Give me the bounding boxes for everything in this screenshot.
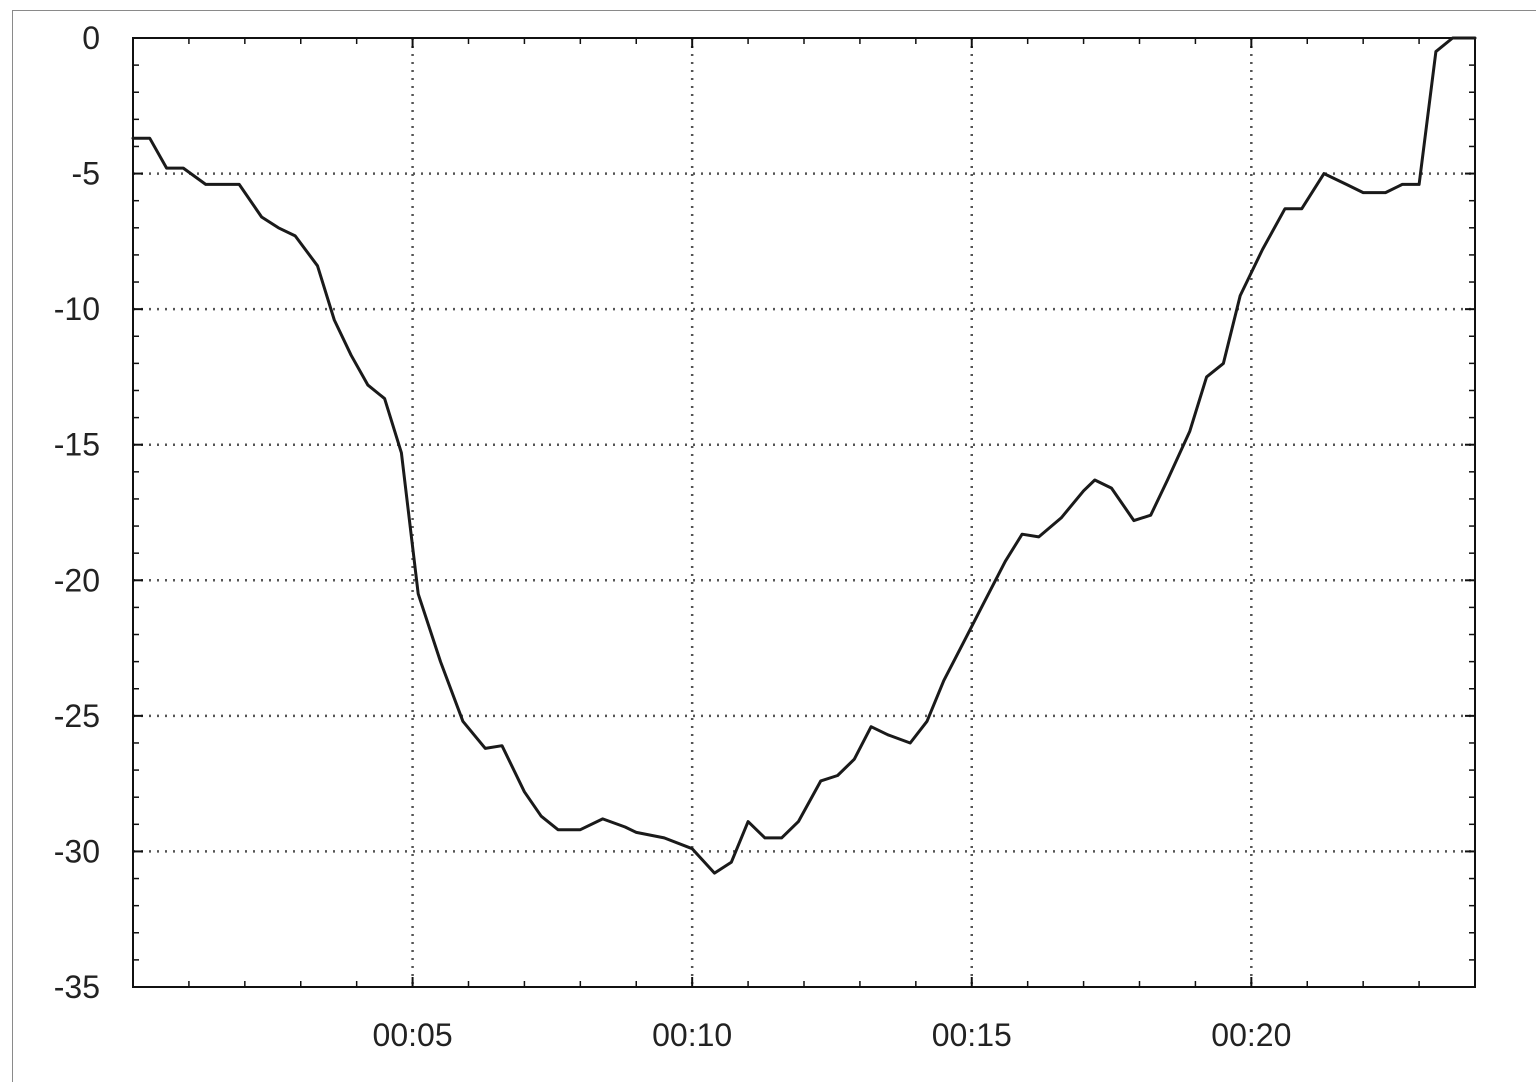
y-tick-label: -15 [54, 427, 100, 463]
x-tick-label: 00:15 [932, 1017, 1012, 1053]
y-tick-label: -35 [54, 969, 100, 1005]
grid-lines [133, 38, 1475, 987]
y-tick-label: 0 [82, 20, 100, 56]
minor-ticks [133, 37, 1475, 988]
y-tick-label: -5 [72, 156, 100, 192]
y-axis-tick-labels: 0 -5 -10 -15 -20 -25 -30 -35 [54, 20, 100, 1005]
plot-area [132, 37, 1476, 988]
x-tick-label: 00:10 [652, 1017, 732, 1053]
x-tick-label: 00:05 [373, 1017, 453, 1053]
y-tick-label: -30 [54, 833, 100, 869]
y-tick-label: -20 [54, 562, 100, 598]
y-tick-label: -10 [54, 291, 100, 327]
chart-frame [12, 10, 1536, 1082]
y-tick-label: -25 [54, 698, 100, 734]
x-axis-tick-labels: 00:05 00:10 00:15 00:20 [373, 1017, 1292, 1053]
series-line [131, 36, 1477, 875]
x-tick-label: 00:20 [1211, 1017, 1291, 1053]
